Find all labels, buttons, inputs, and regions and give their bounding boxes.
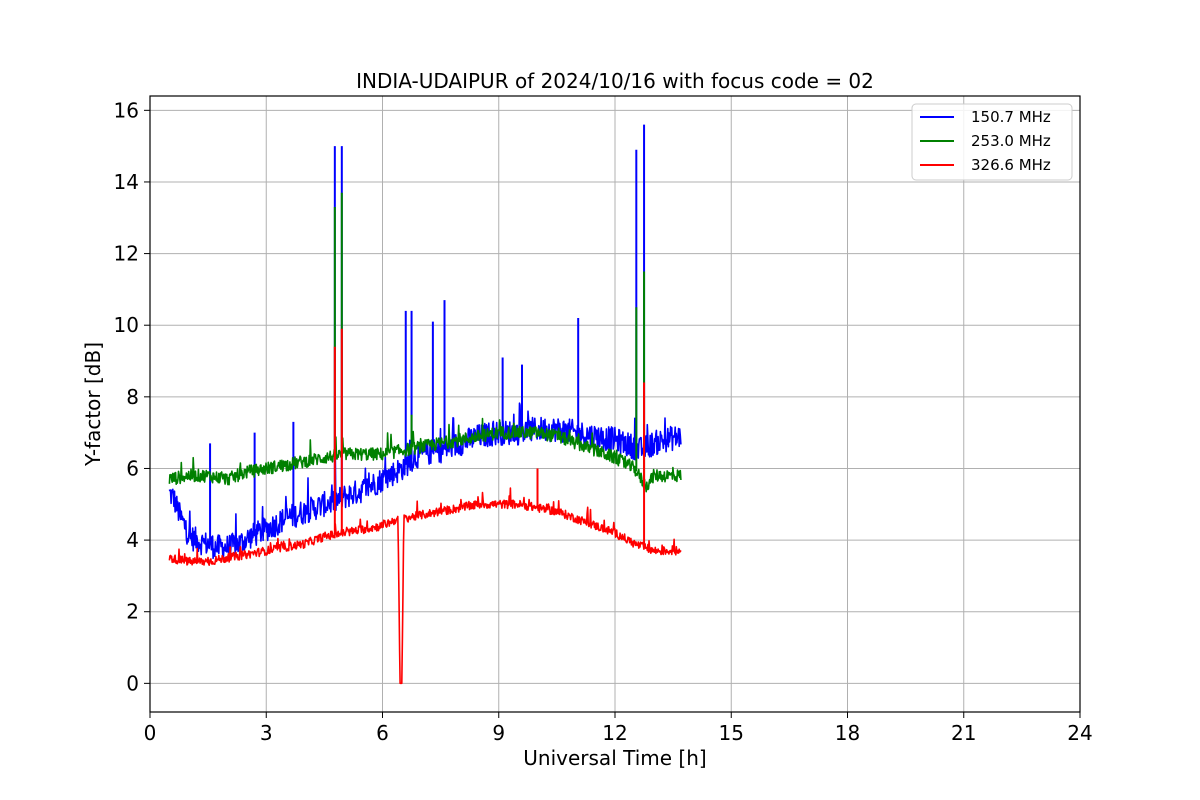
chart-title: INDIA-UDAIPUR of 2024/10/16 with focus c… bbox=[356, 69, 874, 93]
y-tick-label: 14 bbox=[114, 170, 139, 194]
series-line bbox=[168, 417, 682, 493]
y-axis-ticks: 0 2 4 6 8 10 12 14 16 bbox=[114, 98, 150, 695]
legend-label: 253.0 MHz bbox=[971, 132, 1051, 150]
x-tick-label: 15 bbox=[719, 721, 744, 745]
x-tick-label: 21 bbox=[951, 721, 976, 745]
legend-box bbox=[911, 103, 1073, 181]
x-tick-label: 3 bbox=[260, 721, 273, 745]
x-axis-ticks: 0 3 6 9 12 15 18 21 24 bbox=[144, 712, 1093, 745]
x-tick-label: 18 bbox=[835, 721, 860, 745]
x-axis-label: Universal Time [h] bbox=[523, 746, 706, 770]
y-tick-label: 16 bbox=[114, 98, 139, 122]
y-tick-label: 10 bbox=[114, 313, 139, 337]
y-tick-label: 0 bbox=[126, 671, 139, 695]
grid bbox=[149, 96, 1081, 712]
series-layer bbox=[168, 124, 682, 685]
y-tick-label: 2 bbox=[126, 600, 139, 624]
y-tick-label: 12 bbox=[114, 242, 139, 266]
x-tick-label: 9 bbox=[492, 721, 505, 745]
legend-label: 326.6 MHz bbox=[971, 156, 1051, 174]
legend: 150.7 MHz 253.0 MHz 326.6 MHz bbox=[911, 103, 1073, 181]
series-line bbox=[168, 402, 682, 560]
x-tick-label: 6 bbox=[376, 721, 389, 745]
series-2 bbox=[168, 328, 682, 685]
x-tick-label: 0 bbox=[144, 721, 157, 745]
series-0 bbox=[168, 124, 682, 560]
y-axis-label: Y-factor [dB] bbox=[81, 342, 105, 467]
legend-label: 150.7 MHz bbox=[971, 108, 1051, 126]
x-tick-label: 12 bbox=[602, 721, 627, 745]
series-line bbox=[168, 487, 682, 685]
y-tick-label: 6 bbox=[126, 456, 139, 480]
y-tick-label: 8 bbox=[126, 385, 139, 409]
y-tick-label: 4 bbox=[126, 528, 139, 552]
x-tick-label: 24 bbox=[1067, 721, 1092, 745]
